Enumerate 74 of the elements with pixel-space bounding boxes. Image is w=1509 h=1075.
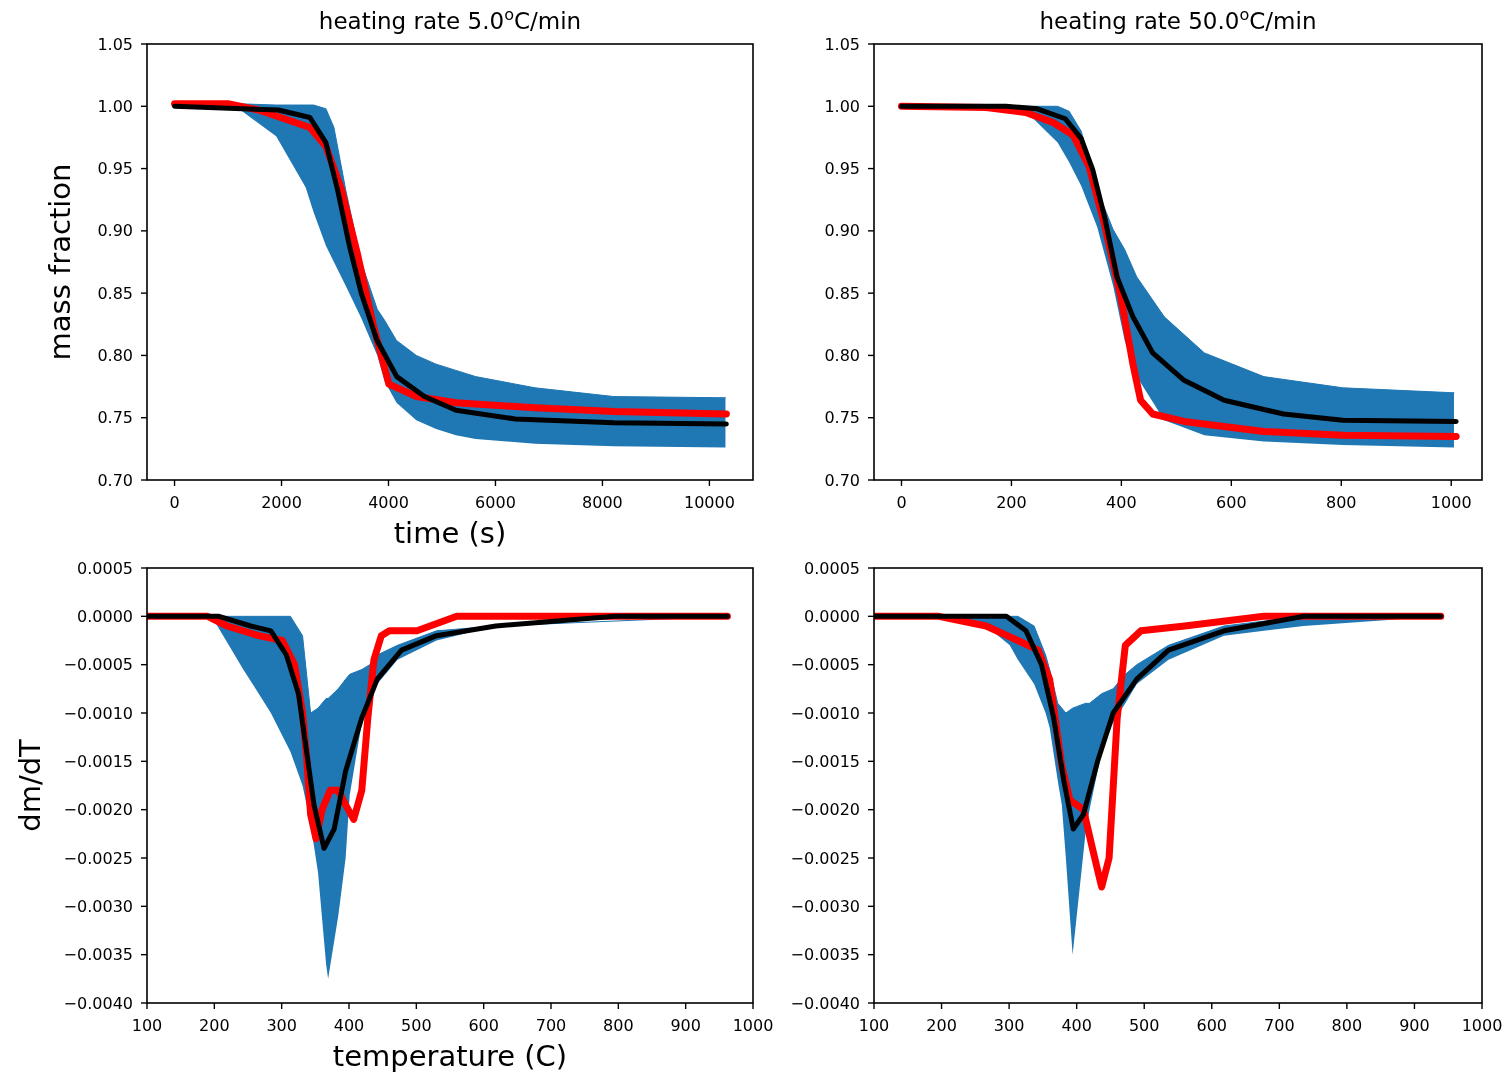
x-tick-label: 200 xyxy=(199,1016,230,1035)
y-tick-label: −0.0020 xyxy=(63,800,133,820)
y-tick-label: −0.0005 xyxy=(63,655,133,675)
y-tick-label: 0.75 xyxy=(97,408,133,428)
y-tick-label: 0.75 xyxy=(824,408,860,428)
x-tick-label: 400 xyxy=(333,1016,365,1035)
x-tick-label: 700 xyxy=(1264,1016,1295,1035)
y-tick-label: −0.0035 xyxy=(790,945,860,965)
x-tick-label: 2000 xyxy=(261,493,302,512)
y-tick-label: 0.95 xyxy=(824,159,860,179)
x-tick-label: 200 xyxy=(996,493,1027,512)
y-tick-label: 0.0005 xyxy=(804,558,860,578)
x-tick-label: 400 xyxy=(1061,1016,1092,1035)
x-tick-label: 600 xyxy=(1196,1016,1228,1035)
x-tick-label: 400 xyxy=(1106,493,1137,512)
x-tick-label: 1000 xyxy=(1461,1016,1503,1035)
chart-title: heating rate 50.0$^{o}$C/min xyxy=(1039,4,1317,34)
x-tick-label: 300 xyxy=(993,1016,1025,1035)
x-tick-label: 100 xyxy=(131,1016,163,1035)
y-tick-label: 1.05 xyxy=(824,34,860,54)
y-tick-label: 1.00 xyxy=(824,96,860,116)
x-axis-title: temperature (C) xyxy=(332,1039,568,1073)
x-tick-label: 6000 xyxy=(475,493,516,512)
x-tick-label: 0 xyxy=(896,493,907,512)
x-tick-label: 8000 xyxy=(582,493,623,512)
y-tick-label: 0.80 xyxy=(97,346,133,366)
y-tick-label: −0.0035 xyxy=(63,945,133,965)
x-tick-label: 1000 xyxy=(1430,493,1472,512)
x-tick-label: 500 xyxy=(401,1016,432,1035)
y-tick-label: 0.70 xyxy=(97,470,133,490)
chart-title: heating rate 5.0$^{o}$C/min xyxy=(318,4,582,34)
y-tick-label: −0.0020 xyxy=(790,800,860,820)
y-tick-label: 1.05 xyxy=(97,34,133,54)
x-tick-label: 300 xyxy=(266,1016,297,1035)
y-axis-title: dm/dT xyxy=(13,738,48,832)
y-tick-label: 0.0005 xyxy=(77,558,133,578)
x-axis-title: time (s) xyxy=(393,516,507,550)
y-tick-label: 0.95 xyxy=(97,159,133,179)
y-tick-label: 1.00 xyxy=(97,96,133,116)
y-tick-label: −0.0025 xyxy=(63,848,133,868)
x-tick-label: 500 xyxy=(1128,1016,1160,1035)
y-tick-label: 0.80 xyxy=(824,346,860,366)
y-tick-label: −0.0040 xyxy=(63,993,133,1013)
y-tick-label: −0.0030 xyxy=(790,896,860,916)
x-tick-label: 800 xyxy=(1326,493,1357,512)
y-tick-label: 0.70 xyxy=(824,470,860,490)
x-tick-label: 0 xyxy=(169,493,180,512)
y-tick-label: 0.85 xyxy=(824,283,860,303)
y-axis-title: mass fraction xyxy=(42,163,77,361)
y-tick-label: −0.0005 xyxy=(790,655,860,675)
y-tick-label: −0.0030 xyxy=(63,896,133,916)
x-tick-label: 900 xyxy=(670,1016,701,1035)
x-tick-label: 10000 xyxy=(683,493,735,512)
x-tick-label: 800 xyxy=(603,1016,634,1035)
y-tick-label: 0.85 xyxy=(97,283,133,303)
y-tick-label: −0.0025 xyxy=(790,848,860,868)
x-tick-label: 800 xyxy=(1331,1016,1363,1035)
y-tick-label: −0.0010 xyxy=(63,703,133,723)
y-tick-label: −0.0015 xyxy=(790,751,860,771)
x-tick-label: 200 xyxy=(926,1016,957,1035)
x-tick-label: 700 xyxy=(535,1016,567,1035)
x-tick-label: 600 xyxy=(1216,493,1247,512)
x-tick-label: 600 xyxy=(468,1016,499,1035)
y-tick-label: −0.0010 xyxy=(790,703,860,723)
y-tick-label: −0.0040 xyxy=(790,993,860,1013)
y-tick-label: 0.90 xyxy=(97,221,133,241)
y-tick-label: 0.0000 xyxy=(77,606,133,626)
y-tick-label: 0.90 xyxy=(824,221,860,241)
x-tick-label: 4000 xyxy=(368,493,409,512)
x-tick-label: 900 xyxy=(1399,1016,1430,1035)
x-tick-label: 1000 xyxy=(732,1016,774,1035)
y-tick-label: 0.0000 xyxy=(804,606,860,626)
x-tick-label: 100 xyxy=(858,1016,890,1035)
y-tick-label: −0.0015 xyxy=(63,751,133,771)
